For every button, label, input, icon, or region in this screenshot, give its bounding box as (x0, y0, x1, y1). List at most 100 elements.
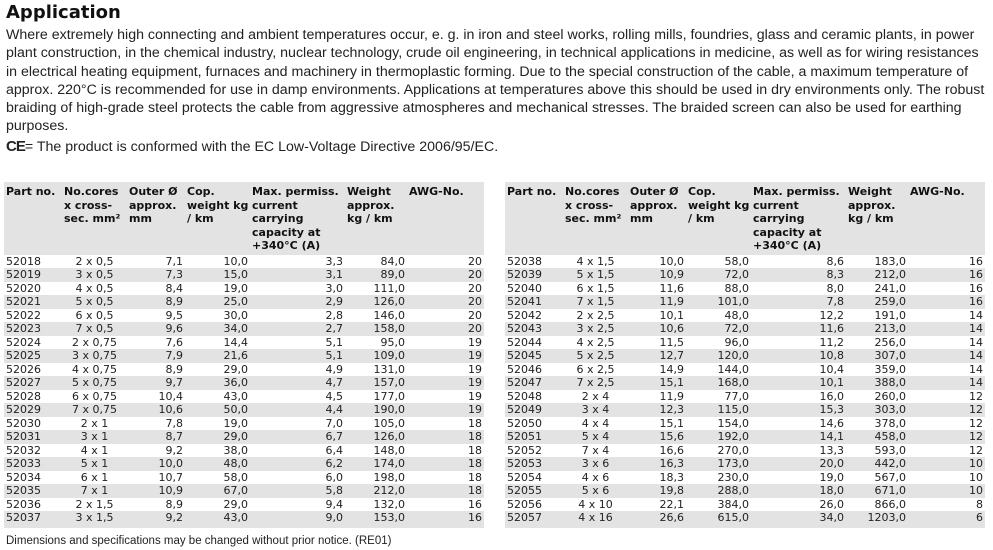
cell-cores: 6 x 1 (62, 470, 127, 484)
cell-outer-diameter: 15,6 (628, 430, 686, 444)
cell-awg: 14 (908, 335, 985, 349)
cell-weight: 442,0 (846, 457, 908, 471)
cell-current-capacity: 4,4 (250, 403, 345, 417)
cell-weight: 153,0 (345, 511, 407, 528)
cell-part-no: 52036 (4, 497, 62, 511)
cell-awg: 20 (407, 322, 484, 336)
cell-outer-diameter: 9,2 (127, 443, 185, 457)
table-row: 52037 3 x 1,5 9,2 43,0 9,0 153,0 16 (4, 511, 484, 528)
table-row: 52033 5 x 1 10,0 48,0 6,2 174,0 18 (4, 457, 484, 471)
cell-weight: 241,0 (846, 281, 908, 295)
cell-part-no: 52056 (505, 497, 563, 511)
cell-part-no: 52024 (4, 335, 62, 349)
cell-weight: 567,0 (846, 470, 908, 484)
cell-current-capacity: 4,7 (250, 376, 345, 390)
cell-outer-diameter: 11,9 (628, 389, 686, 403)
cell-part-no: 52039 (505, 268, 563, 282)
cell-weight: 198,0 (345, 470, 407, 484)
cell-copper-weight: 230,0 (686, 470, 751, 484)
table-row: 52029 7 x 0,75 10,6 50,0 4,4 190,0 19 (4, 403, 484, 417)
header-copper-weight: Cop. weight kg / km (185, 182, 250, 255)
cell-part-no: 52057 (505, 511, 563, 528)
cell-part-no: 52054 (505, 470, 563, 484)
cell-cores: 2 x 1,5 (62, 497, 127, 511)
cell-current-capacity: 6,0 (250, 470, 345, 484)
cell-part-no: 52037 (4, 511, 62, 528)
cell-weight: 111,0 (345, 281, 407, 295)
cell-weight: 866,0 (846, 497, 908, 511)
cell-outer-diameter: 10,9 (127, 484, 185, 498)
cell-cores: 3 x 4 (563, 403, 628, 417)
cell-copper-weight: 43,0 (185, 511, 250, 528)
table-row: 52055 5 x 6 19,8 288,0 18,0 671,0 10 (505, 484, 985, 498)
table-row: 52053 3 x 6 16,3 173,0 20,0 442,0 10 (505, 457, 985, 471)
cell-part-no: 52051 (505, 430, 563, 444)
cell-copper-weight: 34,0 (185, 322, 250, 336)
cell-current-capacity: 5,1 (250, 349, 345, 363)
cell-current-capacity: 2,8 (250, 308, 345, 322)
cell-current-capacity: 12,2 (751, 308, 846, 322)
cell-awg: 12 (908, 430, 985, 444)
cell-part-no: 52032 (4, 443, 62, 457)
cell-copper-weight: 101,0 (686, 295, 751, 309)
cell-copper-weight: 192,0 (686, 430, 751, 444)
cell-outer-diameter: 9,2 (127, 511, 185, 528)
cell-copper-weight: 21,6 (185, 349, 250, 363)
cell-cores: 2 x 4 (563, 389, 628, 403)
cell-weight: 1203,0 (846, 511, 908, 528)
cell-copper-weight: 43,0 (185, 389, 250, 403)
cell-part-no: 52022 (4, 308, 62, 322)
cell-copper-weight: 19,0 (185, 281, 250, 295)
table-row: 52051 5 x 4 15,6 192,0 14,1 458,0 12 (505, 430, 985, 444)
cell-weight: 190,0 (345, 403, 407, 417)
cell-copper-weight: 48,0 (185, 457, 250, 471)
cell-weight: 183,0 (846, 254, 908, 268)
cell-current-capacity: 15,3 (751, 403, 846, 417)
cell-outer-diameter: 10,4 (127, 389, 185, 403)
cell-outer-diameter: 10,9 (628, 268, 686, 282)
header-copper-weight: Cop. weight kg / km (686, 182, 751, 255)
cell-part-no: 52033 (4, 457, 62, 471)
cell-outer-diameter: 10,7 (127, 470, 185, 484)
cell-outer-diameter: 8,9 (127, 295, 185, 309)
cell-copper-weight: 67,0 (185, 484, 250, 498)
cell-copper-weight: 10,0 (185, 254, 250, 268)
cell-current-capacity: 11,6 (751, 322, 846, 336)
cell-weight: 212,0 (846, 268, 908, 282)
cell-cores: 3 x 1,5 (62, 511, 127, 528)
cell-current-capacity: 14,6 (751, 416, 846, 430)
cell-current-capacity: 18,0 (751, 484, 846, 498)
table-row: 52024 2 x 0,75 7,6 14,4 5,1 95,0 19 (4, 335, 484, 349)
cell-part-no: 52053 (505, 457, 563, 471)
cell-part-no: 52025 (4, 349, 62, 363)
cell-current-capacity: 10,1 (751, 376, 846, 390)
cell-current-capacity: 19,0 (751, 470, 846, 484)
cell-cores: 5 x 0,5 (62, 295, 127, 309)
cell-outer-diameter: 9,6 (127, 322, 185, 336)
cell-weight: 148,0 (345, 443, 407, 457)
cell-cores: 5 x 1,5 (563, 268, 628, 282)
cell-current-capacity: 26,0 (751, 497, 846, 511)
header-cores: No.cores x cross-sec. mm² (563, 182, 628, 255)
cell-copper-weight: 25,0 (185, 295, 250, 309)
cell-cores: 7 x 2,5 (563, 376, 628, 390)
cell-copper-weight: 77,0 (686, 389, 751, 403)
table-row: 52048 2 x 4 11,9 77,0 16,0 260,0 12 (505, 389, 985, 403)
cell-current-capacity: 13,3 (751, 443, 846, 457)
cell-outer-diameter: 22,1 (628, 497, 686, 511)
cell-cores: 3 x 6 (563, 457, 628, 471)
cell-cores: 5 x 4 (563, 430, 628, 444)
cell-part-no: 52031 (4, 430, 62, 444)
cell-part-no: 52049 (505, 403, 563, 417)
cell-awg: 16 (908, 254, 985, 268)
cell-copper-weight: 168,0 (686, 376, 751, 390)
header-outer-diameter: Outer Ø approx. mm (628, 182, 686, 255)
cell-cores: 4 x 0,75 (62, 362, 127, 376)
cell-current-capacity: 4,5 (250, 389, 345, 403)
table-row: 52057 4 x 16 26,6 615,0 34,0 1203,0 6 (505, 511, 985, 528)
cell-awg: 14 (908, 376, 985, 390)
cell-copper-weight: 88,0 (686, 281, 751, 295)
table-row: 52028 6 x 0,75 10,4 43,0 4,5 177,0 19 (4, 389, 484, 403)
header-awg: AWG-No. (407, 182, 484, 255)
cell-copper-weight: 36,0 (185, 376, 250, 390)
